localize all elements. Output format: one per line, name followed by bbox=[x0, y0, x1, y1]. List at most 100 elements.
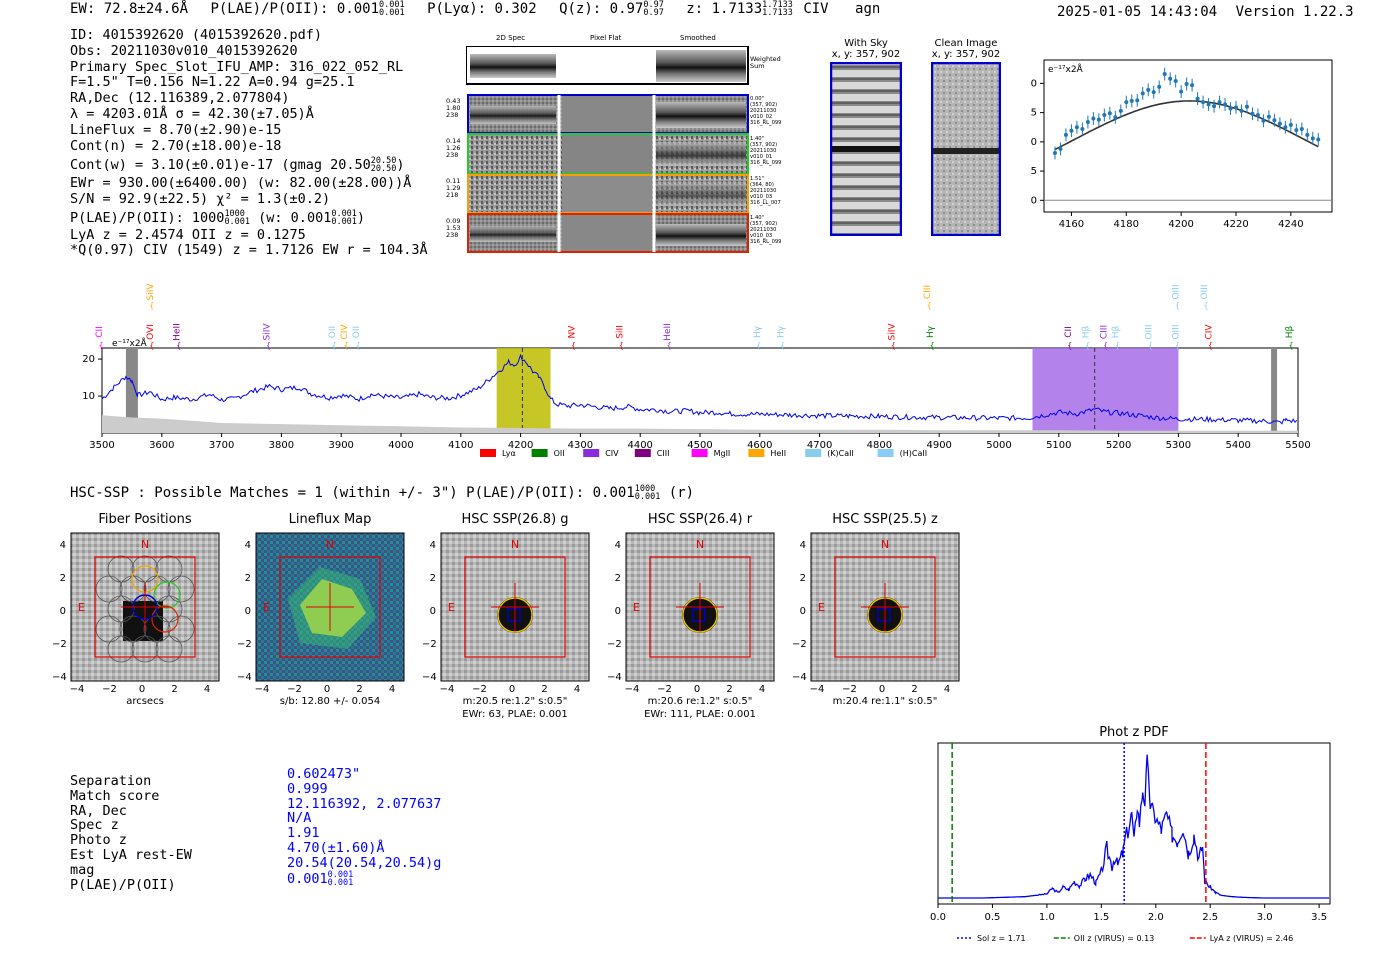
panel-ytick-label: 2 bbox=[429, 573, 436, 584]
spectrum-line-brace: { bbox=[149, 301, 154, 310]
panel-ytick-label: 2 bbox=[614, 573, 621, 584]
spectrum-line-label: Hβ bbox=[1285, 325, 1295, 338]
zoom-point bbox=[1206, 102, 1211, 107]
fiber-circle-red bbox=[151, 605, 179, 633]
zoom-point bbox=[1299, 126, 1304, 131]
spectrum-line-label: OII bbox=[352, 326, 362, 338]
legend-swatch bbox=[480, 449, 496, 457]
photz-pdf-plot: Phot z PDF 0.0 0.5 1.0 1.5 2.0 2.5 3.0 3.5 Sol z… bbox=[930, 725, 1331, 943]
zoom-point bbox=[1266, 114, 1271, 119]
match-value-separation: 0.602473" bbox=[287, 766, 361, 782]
spectrum-line-brace: { bbox=[571, 341, 576, 350]
spectrum-xtick-label: 4900 bbox=[926, 440, 951, 451]
search-box bbox=[279, 556, 381, 658]
panel-xtick-label: 4 bbox=[758, 684, 766, 695]
header-plae: P(LAE)/P(OII): 0.001 bbox=[210, 1, 380, 17]
fiber-circle bbox=[131, 555, 159, 583]
spectrum-line-brace: { bbox=[1067, 341, 1072, 350]
source-box bbox=[877, 608, 891, 622]
spectrum-line-label: HeII bbox=[173, 323, 183, 341]
zoom-point bbox=[1074, 125, 1079, 130]
zoom-point bbox=[1234, 105, 1238, 110]
photz-xtick-label: 2.5 bbox=[1202, 912, 1218, 923]
panel-caption: m:20.5 re:1.2" s:0.5" bbox=[462, 696, 568, 707]
spectrum-line-brace: { bbox=[780, 341, 785, 350]
zoom-point bbox=[1118, 108, 1123, 113]
photz-xtick-label: 2.0 bbox=[1148, 912, 1164, 923]
header-z: z: 1.7133 bbox=[686, 1, 763, 17]
match-label-radec: RA, Dec bbox=[70, 802, 127, 819]
info-lambda: λ = 4203.01Å σ = 42.30(±7.05)Å bbox=[70, 105, 314, 122]
info-obs: Obs: 20211030v010_4015392620 bbox=[70, 42, 298, 59]
header-line: CIV bbox=[803, 1, 829, 17]
panel-ytick-label: −2 bbox=[792, 639, 807, 650]
match-value-mag: 20.54(20.54,20.54)g bbox=[287, 854, 442, 871]
weighted-sum-smoothed bbox=[656, 50, 746, 82]
legend-label: HeII bbox=[770, 449, 786, 458]
panel-ytick-label: 4 bbox=[614, 540, 621, 551]
spectrum-line-brace: { bbox=[1204, 301, 1209, 310]
spectrum-xtick-label: 4000 bbox=[388, 440, 413, 451]
info-plae: P(LAE)/P(OII): 10001000 0.001 (w: 0.0010.… bbox=[70, 208, 366, 227]
zoom-point bbox=[1162, 72, 1167, 77]
spectrum-xtick-label: 4800 bbox=[867, 440, 892, 451]
fiber-circle bbox=[155, 635, 183, 663]
info-id: ID: 4015392620 (4015392620.pdf) bbox=[70, 27, 322, 43]
info-block: ID: 4015392620 (4015392620.pdf) Obs: 202… bbox=[70, 27, 428, 259]
image-panel: HSC SSP(26.8) g N E 4 2 0 −2 −4 −4 −2 0 2 4 m:20.5 re… bbox=[422, 512, 590, 722]
panel-xtick-label: 0 bbox=[878, 684, 886, 695]
panel-xtick-label: −4 bbox=[254, 684, 270, 695]
match-value-lyaew: 4.70(±1.60)Å bbox=[287, 839, 385, 856]
spectrum-line-label: Hγ bbox=[777, 325, 787, 338]
panel-xtick-label: 2 bbox=[356, 684, 363, 695]
fiber-circle bbox=[119, 615, 147, 643]
zoom-point bbox=[1168, 76, 1173, 81]
legend-label: MgII bbox=[714, 449, 731, 458]
zoom-point bbox=[1151, 90, 1156, 95]
match-value-photoz: 1.91 bbox=[287, 825, 320, 842]
zoom-ytick-label: 5 bbox=[1031, 166, 1037, 177]
header-plae-frac: 0.001 0.001 bbox=[379, 0, 405, 18]
photz-frame bbox=[937, 742, 1331, 905]
panel-xtick-label: 0 bbox=[323, 684, 331, 695]
photz-legend-label: LyA z (VIRUS) = 2.46 bbox=[1210, 934, 1293, 943]
photz-title: Phot z PDF bbox=[1099, 725, 1169, 740]
spectrum-sky bbox=[102, 415, 1298, 433]
legend-swatch bbox=[691, 449, 708, 457]
spectrum-line-brace: { bbox=[356, 341, 361, 350]
legend-label: CIV bbox=[605, 449, 619, 458]
spectrum-highlight bbox=[496, 348, 551, 433]
panel-ytick-label: 0 bbox=[614, 606, 621, 617]
row3-left: 0.11 1.29 218 bbox=[446, 177, 461, 199]
match-label-lyaew: Est LyA rest-EW bbox=[70, 846, 192, 863]
panel-title: HSC SSP(25.5) z bbox=[832, 512, 938, 527]
spectrum-line-brace: { bbox=[1175, 341, 1180, 350]
spectrum-line bbox=[101, 353, 1298, 425]
zoom-point bbox=[1173, 79, 1178, 84]
zoom-xtick-label: 4200 bbox=[1168, 219, 1193, 230]
zoom-point bbox=[1179, 89, 1184, 94]
panel-caption: m:20.6 re:1.2" s:0.5" bbox=[647, 696, 753, 707]
zoom-point bbox=[1305, 132, 1310, 137]
match-value-plae: 0.0010.001 0.001 bbox=[287, 869, 354, 888]
fiber-circle bbox=[119, 575, 147, 603]
panel-xtick-label: 4 bbox=[573, 684, 581, 695]
fiber-circle bbox=[167, 575, 195, 603]
image-panel: Lineflux Map N E 4 2 0 −2 −4 −4 −2 0 2 4 s/b: 12.80 +… bbox=[237, 512, 405, 722]
cutout-row-1 bbox=[467, 94, 749, 134]
zoom-point bbox=[1085, 119, 1090, 124]
zoom-point bbox=[1250, 111, 1255, 116]
row1-right: 0.00" (357, 902) 20211030 v010_02 316_RL… bbox=[750, 96, 782, 126]
spectrum-line-brace: { bbox=[1103, 341, 1108, 350]
info-contn: Cont(n) = 2.70(±18.00)e-18 bbox=[70, 137, 282, 154]
zoom-xtick-label: 4240 bbox=[1278, 219, 1303, 230]
panel-ytick-label: 2 bbox=[59, 573, 66, 584]
spectrum-line-label: SiIV bbox=[887, 323, 897, 341]
zoom-point bbox=[1063, 132, 1068, 137]
fiber-circle bbox=[131, 635, 159, 663]
panel-ytick-label: −2 bbox=[52, 639, 67, 650]
legend-swatch bbox=[531, 449, 548, 457]
spectrum-line-label: Hγ bbox=[753, 325, 763, 338]
spectrum-line-label: OIII bbox=[1144, 324, 1154, 339]
panel-title: HSC SSP(26.8) g bbox=[461, 512, 569, 527]
